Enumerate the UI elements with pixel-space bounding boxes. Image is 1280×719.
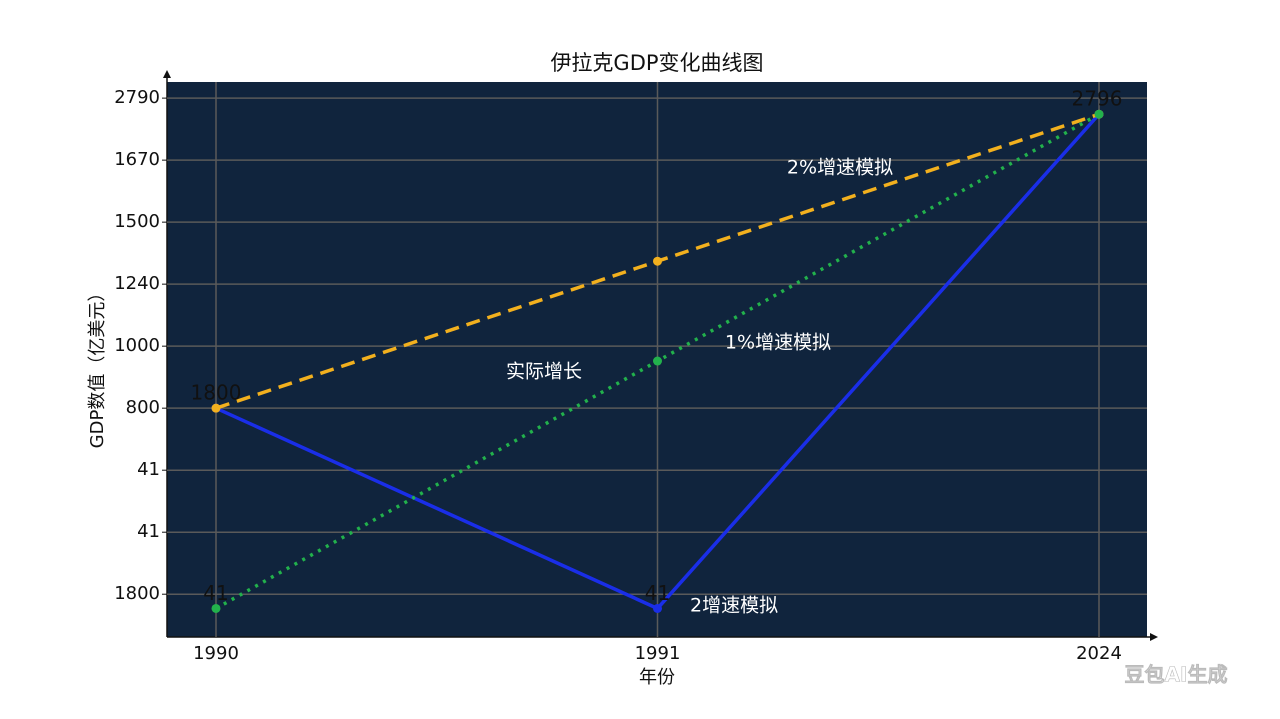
data-point — [653, 356, 662, 366]
data-point — [211, 403, 221, 413]
data-point — [211, 603, 221, 613]
series-name: 1%增速模拟 — [725, 332, 831, 354]
y-tick-label: 800 — [126, 397, 160, 418]
data-label: 41 — [203, 581, 228, 605]
annotation: 2增速模拟 — [690, 595, 778, 617]
y-tick-label: 1800 — [114, 583, 160, 604]
x-axis-arrow — [1150, 633, 1158, 641]
x-tick-label: 1991 — [635, 643, 681, 664]
chart-title: 伊拉克GDP变化曲线图 — [550, 51, 763, 75]
y-tick-label: 41 — [137, 521, 160, 542]
y-tick-label: 1240 — [114, 273, 160, 294]
y-tick-label: 1500 — [114, 211, 160, 232]
x-tick-label: 1990 — [193, 643, 239, 664]
series-name: 2%增速模拟 — [787, 157, 893, 179]
y-axis-label: GDP数值（亿美元） — [87, 284, 108, 449]
data-label: 1800 — [191, 381, 242, 405]
watermark: 豆包AI生成 — [1125, 663, 1228, 687]
data-label: 2796 — [1072, 87, 1123, 111]
data-point — [653, 256, 662, 266]
data-label: 41 — [645, 581, 670, 605]
y-tick-label: 2790 — [114, 87, 160, 108]
data-point — [1094, 109, 1104, 119]
y-tick-label: 1000 — [114, 335, 160, 356]
series-name: 实际增长 — [506, 361, 582, 383]
y-tick-label: 1670 — [114, 149, 160, 170]
x-axis-label: 年份 — [639, 667, 675, 688]
series-layer: 41 实际增长 1800 2796 2%增速模拟 41 1%增速模拟 2增速模拟 — [191, 87, 1123, 617]
x-tick-label: 2024 — [1076, 643, 1122, 664]
y-axis-arrow — [163, 70, 171, 78]
y-tick-label: 41 — [137, 459, 160, 480]
data-point — [653, 603, 662, 613]
